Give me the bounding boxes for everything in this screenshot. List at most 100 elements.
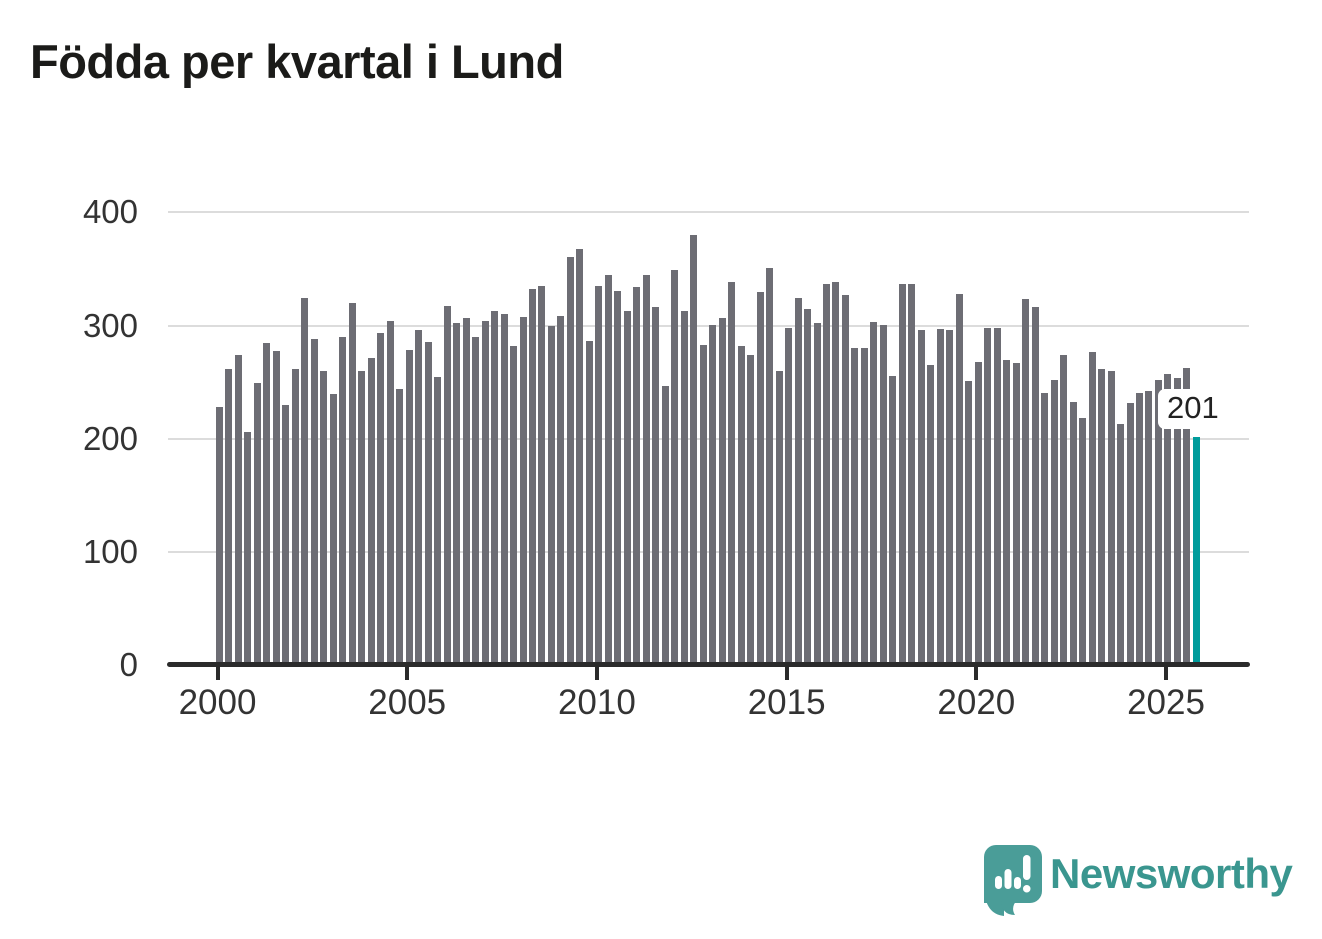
bar [1126,403,1134,665]
bar [282,404,290,665]
bar [794,298,802,665]
bar [946,329,954,665]
bar [642,275,650,665]
newsworthy-logo-icon [984,845,1042,922]
bar [472,336,480,665]
bar [1050,379,1058,665]
bar [1145,390,1153,665]
bar [766,267,774,665]
bar [889,376,897,665]
bar [699,344,707,665]
bar [728,282,736,665]
x-axis-tick [1164,667,1169,680]
bar [566,257,574,665]
bar [1173,378,1181,665]
bar [500,313,508,665]
bar [348,302,356,665]
bar [756,292,764,665]
bar [908,284,916,665]
bar [671,269,679,665]
x-axis-tick [405,667,410,680]
bar [415,329,423,665]
chart-title: Födda per kvartal i Lund [30,35,564,88]
x-axis-tick [594,667,599,680]
bar [652,307,660,665]
bar [1183,368,1191,665]
bar [405,350,413,665]
bar [424,342,432,665]
gridline-300 [168,325,1249,327]
bar [339,336,347,665]
bar [604,275,612,665]
bar [1069,402,1077,665]
bar [860,347,868,665]
bar [1164,373,1172,665]
bar [263,343,271,665]
bar [216,406,223,665]
bar [595,285,603,665]
bar [1012,362,1020,665]
bar [386,320,394,665]
bar [993,327,1001,665]
y-axis-label-400: 400 [82,193,138,230]
gridline-200 [168,438,1249,440]
bar [453,323,461,665]
bar [301,298,309,665]
bar [633,286,641,665]
bar [870,321,878,665]
bar [936,328,944,665]
bar [984,327,992,665]
x-axis-label-2015: 2015 [747,683,826,722]
bar [320,370,328,665]
bar [680,310,688,665]
x-axis-label-2000: 2000 [178,683,257,722]
bar [1022,299,1030,665]
bar [917,329,925,665]
bar [832,282,840,665]
gridline-100 [168,551,1249,553]
bar [443,306,451,665]
bar [1041,393,1049,665]
bar [841,294,849,665]
x-axis-line [167,662,1250,667]
bar [804,309,812,665]
bar [747,354,755,665]
brand-name: Newsworthy [1050,850,1293,897]
bar [396,388,404,665]
bar [510,345,518,665]
x-axis-tick [784,667,789,680]
bar [367,358,375,665]
bar [927,364,935,665]
bar [291,369,299,665]
bar [1031,307,1039,665]
gridline-400 [168,211,1249,213]
bar [576,249,584,665]
bar [974,361,982,665]
bar [585,341,593,665]
x-axis-tick [215,667,220,680]
bar-plot-area [216,212,1200,665]
bar [737,345,745,665]
bar [898,284,906,665]
bar [377,333,385,665]
bar [775,370,783,665]
bar [491,310,499,665]
bar [557,316,565,665]
bar [272,351,280,665]
bar [462,318,470,665]
bar [785,327,793,665]
y-axis-label-0: 0 [119,646,138,683]
brand-logo: Newsworthy [984,845,1293,922]
bar [879,325,887,665]
x-axis-tick [974,667,979,680]
bar [718,318,726,665]
bar [234,354,242,665]
bar [1060,354,1068,665]
bar [434,377,442,665]
y-axis-label-100: 100 [82,533,138,570]
bar [225,369,233,665]
x-axis-label-2025: 2025 [1127,683,1205,722]
bar [1135,393,1143,665]
bar [547,326,555,665]
